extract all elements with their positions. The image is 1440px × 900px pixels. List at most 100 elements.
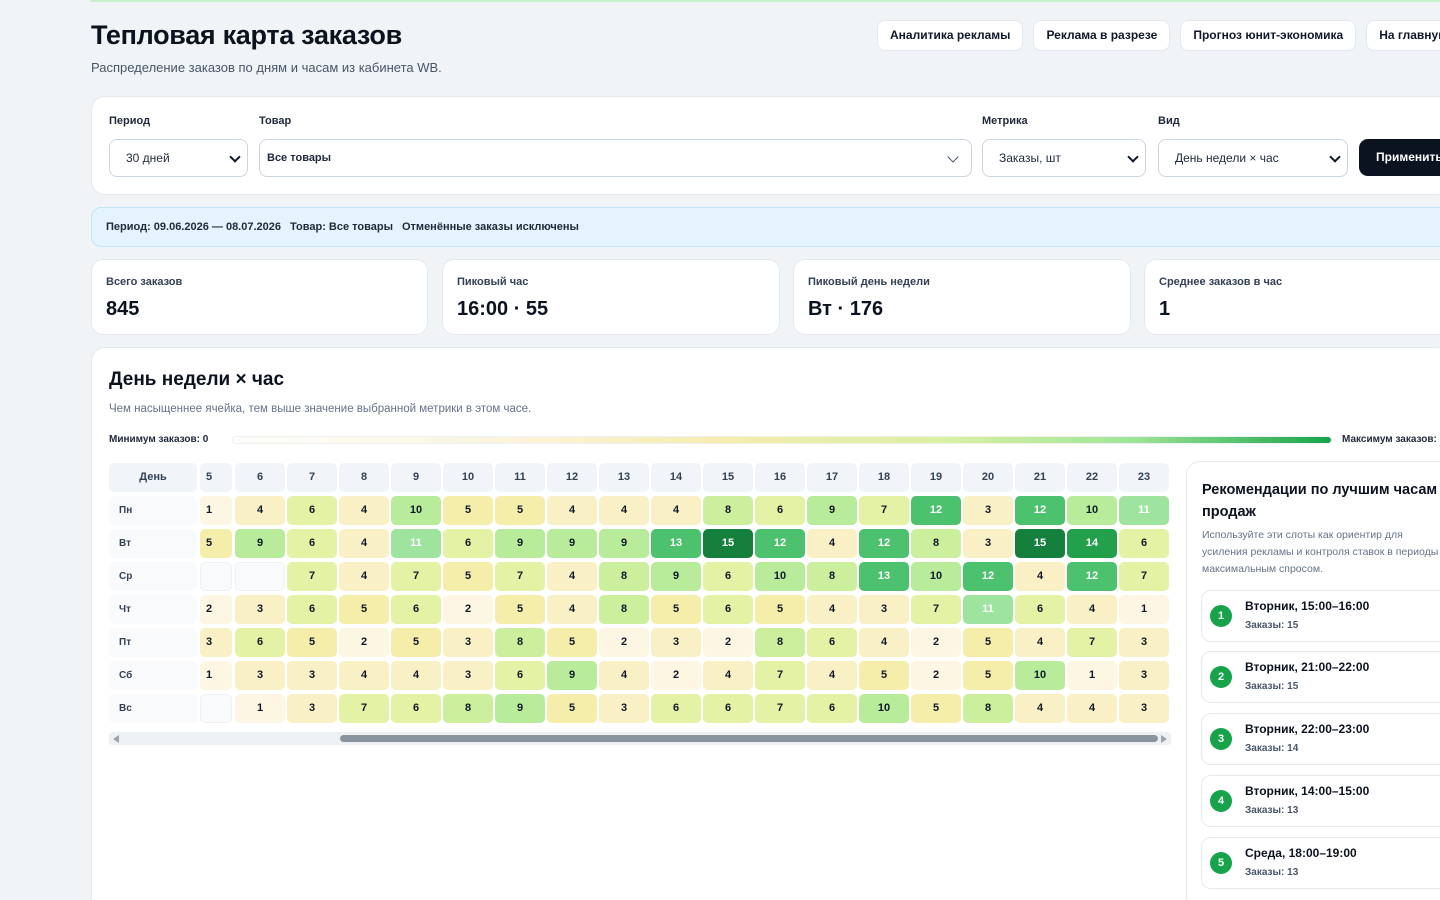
- heatmap-cell[interactable]: 6: [807, 628, 857, 657]
- heatmap-cell[interactable]: 15: [1015, 529, 1065, 558]
- heatmap-cell[interactable]: 3: [963, 496, 1013, 525]
- heatmap-cell[interactable]: 6: [287, 496, 337, 525]
- heatmap-cell[interactable]: 6: [755, 496, 805, 525]
- heatmap-cell[interactable]: 5: [755, 595, 805, 624]
- heatmap-cell[interactable]: 6: [235, 628, 285, 657]
- heatmap-cell[interactable]: 5: [547, 628, 597, 657]
- period-select[interactable]: 30 дней: [109, 139, 248, 177]
- heatmap-cell[interactable]: 7: [755, 694, 805, 723]
- heatmap-cell[interactable]: 8: [703, 496, 753, 525]
- heatmap-cell[interactable]: 10: [391, 496, 441, 525]
- heatmap-cell[interactable]: 5: [963, 628, 1013, 657]
- heatmap-cell[interactable]: 8: [443, 694, 493, 723]
- heatmap-cell[interactable]: 1: [1119, 595, 1169, 624]
- heatmap-grid[interactable]: День 5 6 7 8 9 10 11 12 13 14 15 16 17 18 19 20 21 22 23 Пн 1…: [109, 463, 1171, 723]
- heatmap-cell[interactable]: 8: [807, 562, 857, 591]
- heatmap-cell[interactable]: 3: [443, 661, 493, 690]
- product-select[interactable]: Все товары: [259, 139, 972, 177]
- heatmap-cell[interactable]: 7: [287, 562, 337, 591]
- nav-unit-economics-button[interactable]: Прогноз юнит-экономика: [1180, 20, 1357, 51]
- view-select[interactable]: День недели × час: [1158, 139, 1348, 177]
- heatmap-cell[interactable]: 11: [391, 529, 441, 558]
- heatmap-cell[interactable]: 7: [911, 595, 961, 624]
- heatmap-cell[interactable]: 5: [495, 496, 545, 525]
- heatmap-cell[interactable]: 5: [547, 694, 597, 723]
- heatmap-cell[interactable]: 9: [651, 562, 701, 591]
- heatmap-cell[interactable]: 4: [1067, 595, 1117, 624]
- nav-home-button[interactable]: На главную: [1366, 20, 1440, 51]
- scroll-right-arrow-icon[interactable]: [1161, 735, 1167, 743]
- heatmap-cell[interactable]: 8: [963, 694, 1013, 723]
- apply-button[interactable]: Применить: [1359, 139, 1440, 176]
- heatmap-cell[interactable]: 4: [1067, 694, 1117, 723]
- heatmap-cell[interactable]: 6: [703, 562, 753, 591]
- heatmap-cell[interactable]: 3: [235, 595, 285, 624]
- heatmap-cell[interactable]: 4: [339, 661, 389, 690]
- scroll-left-arrow-icon[interactable]: [113, 735, 119, 743]
- heatmap-cell[interactable]: 10: [1067, 496, 1117, 525]
- heatmap-cell[interactable]: 8: [911, 529, 961, 558]
- heatmap-cell[interactable]: 3: [1119, 628, 1169, 657]
- heatmap-cell[interactable]: 11: [1119, 496, 1169, 525]
- heatmap-cell[interactable]: 4: [339, 529, 389, 558]
- heatmap-cell[interactable]: 9: [547, 529, 597, 558]
- heatmap-cell[interactable]: 3: [1119, 661, 1169, 690]
- heatmap-cell[interactable]: 3: [287, 694, 337, 723]
- heatmap-cell[interactable]: 5: [911, 694, 961, 723]
- heatmap-cell[interactable]: 3: [651, 628, 701, 657]
- heatmap-cell[interactable]: 4: [547, 595, 597, 624]
- heatmap-cell[interactable]: 4: [1015, 562, 1065, 591]
- heatmap-cell[interactable]: 3: [443, 628, 493, 657]
- heatmap-cell[interactable]: 4: [599, 661, 649, 690]
- heatmap-cell[interactable]: 12: [755, 529, 805, 558]
- heatmap-cell[interactable]: 9: [235, 529, 285, 558]
- heatmap-cell[interactable]: 8: [599, 562, 649, 591]
- recommendation-item[interactable]: 1 Вторник, 15:00–16:00 Заказы: 15: [1201, 590, 1440, 642]
- nav-ads-breakdown-button[interactable]: Реклама в разрезе: [1033, 20, 1171, 51]
- heatmap-cell[interactable]: 3: [963, 529, 1013, 558]
- heatmap-cell[interactable]: 2: [200, 595, 232, 624]
- heatmap-cell[interactable]: 10: [911, 562, 961, 591]
- heatmap-cell[interactable]: 4: [547, 562, 597, 591]
- heatmap-cell[interactable]: [200, 694, 232, 723]
- heatmap-cell[interactable]: 6: [495, 661, 545, 690]
- heatmap-cell[interactable]: 4: [859, 628, 909, 657]
- heatmap-cell[interactable]: 1: [200, 496, 232, 525]
- heatmap-cell[interactable]: 2: [703, 628, 753, 657]
- heatmap-cell[interactable]: 5: [443, 562, 493, 591]
- heatmap-cell[interactable]: 3: [287, 661, 337, 690]
- heatmap-cell[interactable]: 4: [599, 496, 649, 525]
- heatmap-cell[interactable]: 1: [235, 694, 285, 723]
- heatmap-cell[interactable]: 12: [911, 496, 961, 525]
- heatmap-cell[interactable]: 13: [859, 562, 909, 591]
- heatmap-cell[interactable]: 8: [495, 628, 545, 657]
- heatmap-cell[interactable]: 3: [599, 694, 649, 723]
- recommendation-item[interactable]: 3 Вторник, 22:00–23:00 Заказы: 14: [1201, 713, 1440, 765]
- heatmap-cell[interactable]: 5: [495, 595, 545, 624]
- heatmap-cell[interactable]: 12: [859, 529, 909, 558]
- heatmap-cell[interactable]: 4: [807, 595, 857, 624]
- heatmap-cell[interactable]: 1: [200, 661, 232, 690]
- heatmap-cell[interactable]: 4: [391, 661, 441, 690]
- heatmap-cell[interactable]: 5: [443, 496, 493, 525]
- heatmap-cell[interactable]: 5: [200, 529, 232, 558]
- heatmap-cell[interactable]: 9: [807, 496, 857, 525]
- recommendation-item[interactable]: 4 Вторник, 14:00–15:00 Заказы: 13: [1201, 775, 1440, 827]
- heatmap-cell[interactable]: 2: [339, 628, 389, 657]
- metric-select[interactable]: Заказы, шт: [982, 139, 1146, 177]
- heatmap-cell[interactable]: 4: [1015, 694, 1065, 723]
- recommendation-item[interactable]: 5 Среда, 18:00–19:00 Заказы: 13: [1201, 837, 1440, 889]
- heatmap-cell[interactable]: 7: [391, 562, 441, 591]
- heatmap-cell[interactable]: 3: [235, 661, 285, 690]
- heatmap-cell[interactable]: 8: [599, 595, 649, 624]
- heatmap-cell[interactable]: 9: [495, 694, 545, 723]
- heatmap-cell[interactable]: 10: [1015, 661, 1065, 690]
- heatmap-cell[interactable]: 2: [443, 595, 493, 624]
- heatmap-cell[interactable]: 7: [1067, 628, 1117, 657]
- heatmap-cell[interactable]: 2: [911, 661, 961, 690]
- heatmap-cell[interactable]: 4: [339, 562, 389, 591]
- heatmap-cell[interactable]: 4: [1015, 628, 1065, 657]
- heatmap-cell[interactable]: 6: [807, 694, 857, 723]
- heatmap-cell[interactable]: 6: [703, 694, 753, 723]
- heatmap-cell[interactable]: 4: [703, 661, 753, 690]
